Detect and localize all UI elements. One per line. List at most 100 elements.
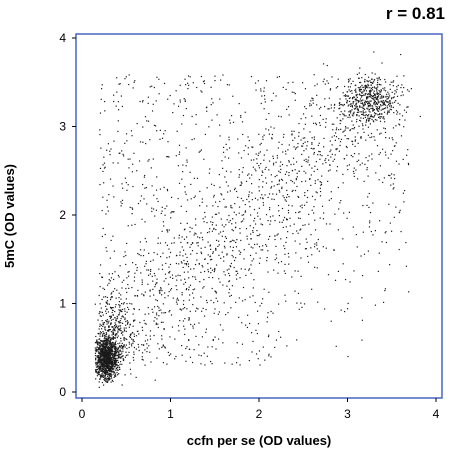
data-point [139, 141, 142, 143]
data-point [121, 342, 123, 344]
data-point [104, 233, 106, 236]
data-point [223, 240, 226, 243]
data-point [389, 264, 391, 266]
data-point [336, 148, 338, 150]
data-point [218, 212, 220, 214]
data-point [188, 317, 190, 319]
data-point [108, 347, 111, 349]
data-point [191, 361, 194, 364]
data-point [244, 268, 246, 270]
data-point [98, 381, 100, 383]
data-point [386, 105, 388, 107]
data-point [285, 241, 287, 244]
data-point [108, 378, 110, 380]
data-point [104, 369, 106, 372]
data-point [131, 213, 133, 215]
data-point [139, 241, 141, 243]
data-point [387, 98, 389, 100]
data-point [346, 102, 348, 104]
data-point [142, 126, 144, 128]
data-point [101, 350, 103, 352]
data-point [101, 364, 104, 366]
data-point [177, 325, 180, 327]
data-point [263, 90, 265, 92]
data-point [118, 314, 120, 316]
data-point [99, 358, 101, 360]
data-point [113, 328, 115, 330]
data-point [259, 197, 262, 199]
data-point [164, 347, 166, 349]
data-point [229, 295, 231, 297]
data-point [266, 149, 268, 151]
data-point [211, 346, 213, 348]
data-point [261, 194, 263, 196]
data-point [99, 360, 101, 362]
data-point [271, 181, 273, 183]
data-point [390, 109, 392, 111]
data-point [99, 361, 102, 363]
data-point [141, 279, 143, 281]
data-point [244, 203, 246, 206]
data-point [100, 376, 102, 379]
data-point [122, 346, 124, 348]
data-point [99, 354, 101, 356]
data-point [340, 111, 342, 113]
data-point [387, 91, 389, 93]
data-point [374, 96, 376, 98]
data-point [116, 371, 118, 374]
data-point [225, 206, 227, 208]
data-point [99, 352, 101, 355]
data-point [106, 364, 108, 366]
data-point [181, 178, 183, 180]
data-point [356, 114, 358, 117]
data-point [163, 328, 165, 330]
data-point [355, 88, 357, 90]
data-point [319, 154, 321, 156]
data-point [309, 105, 311, 107]
data-point [121, 150, 123, 152]
data-point [99, 183, 101, 186]
data-point [104, 377, 106, 379]
data-point [217, 240, 220, 242]
data-point [128, 351, 130, 354]
data-point [245, 324, 247, 326]
data-point [167, 141, 169, 143]
data-point [176, 279, 178, 281]
data-point [368, 95, 370, 97]
data-point [211, 98, 213, 100]
data-point [112, 363, 114, 365]
data-point [358, 115, 360, 117]
data-point [110, 331, 113, 333]
data-point [304, 194, 306, 197]
data-point [386, 93, 388, 95]
data-point [370, 115, 372, 117]
data-point [211, 119, 213, 121]
data-point [116, 357, 118, 360]
data-point [329, 89, 331, 91]
data-point [330, 149, 332, 151]
data-point [114, 362, 117, 364]
data-point [101, 351, 103, 353]
data-point [184, 333, 186, 336]
y-tick-label: 3 [59, 120, 66, 134]
data-point [95, 369, 97, 371]
data-point [109, 346, 111, 348]
data-point [160, 321, 163, 323]
data-point [116, 77, 118, 79]
data-point [378, 83, 380, 86]
data-point [163, 133, 165, 135]
data-point [101, 349, 103, 351]
data-point [317, 179, 319, 181]
data-point [247, 136, 249, 138]
data-point [110, 344, 113, 346]
data-point [367, 175, 369, 177]
data-point [382, 181, 384, 184]
data-point [98, 358, 100, 360]
data-point [181, 354, 183, 356]
data-point [107, 353, 110, 356]
data-point [377, 100, 379, 102]
data-point [138, 253, 140, 256]
data-point [125, 298, 127, 300]
data-point [310, 184, 312, 187]
data-point [203, 270, 206, 273]
